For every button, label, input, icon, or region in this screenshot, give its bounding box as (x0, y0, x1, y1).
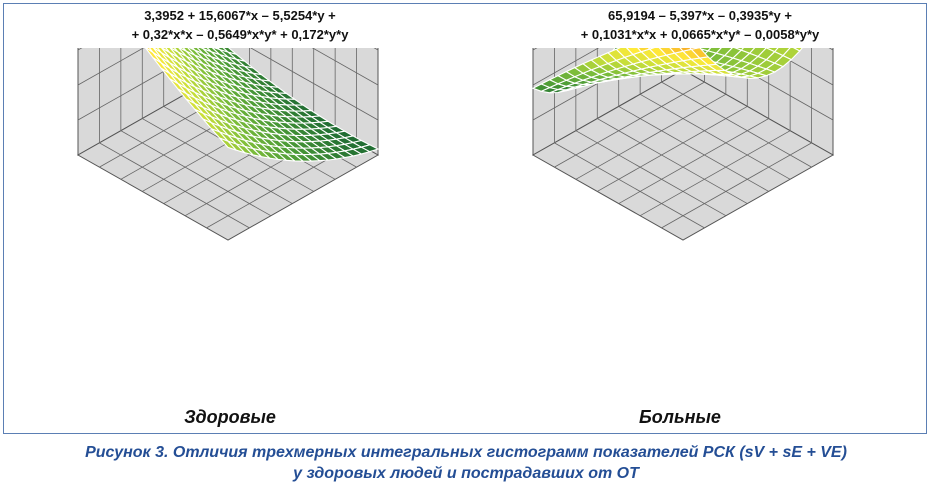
gridline-floor (639, 130, 791, 217)
formula-sick-line1: 65,9194 – 5,397*x – 0,3935*y + (608, 8, 792, 23)
surface-cell (690, 48, 710, 59)
surface-chart-sick (531, 48, 835, 241)
gridline-floor (575, 93, 727, 180)
gridline-floor (120, 130, 272, 217)
formula-healthy-line2: + 0,32*x*x – 0,5649*x*y* + 0,172*y*y (131, 27, 349, 42)
gridline-floor (554, 142, 705, 229)
gridline-floor (142, 118, 293, 204)
surface-cell (219, 137, 237, 151)
formula-healthy: 3,3952 + 15,6067*x – 5,5254*y + + 0,32*x… (60, 6, 420, 44)
floor (531, 69, 835, 241)
figure-caption-line1: Рисунок 3. Отличия трехмерных интегральн… (85, 444, 847, 461)
surface-cell (637, 48, 651, 53)
gridline-horizontal (77, 48, 379, 86)
gridline-horizontal (77, 48, 379, 121)
gridline-floor (597, 106, 748, 192)
surface-cell (648, 48, 668, 58)
gridline-floor (99, 142, 250, 229)
surface-cell (679, 48, 693, 52)
formula-sick-line2: + 0,1031*x*x + 0,0665*x*y* – 0,0058*y*y (580, 27, 820, 42)
gridline-floor (639, 93, 791, 180)
surface-mesh (144, 48, 380, 162)
gridline-floor (661, 81, 812, 168)
formula-healthy-line1: 3,3952 + 15,6067*x – 5,5254*y + (144, 8, 336, 23)
surface-cell (626, 48, 643, 56)
gridline-floor (575, 130, 727, 217)
panel-label-healthy: Здоровые (184, 407, 276, 427)
gridline-horizontal (532, 48, 834, 121)
surface-cell (658, 48, 676, 56)
gridline-floor (661, 142, 812, 229)
formula-sick: 65,9194 – 5,397*x – 0,3935*y + + 0,1031*… (510, 6, 890, 44)
panel-label-sick: Больные (639, 407, 721, 427)
surface-mesh (531, 48, 803, 94)
gridline-floor (618, 118, 769, 204)
surface-cell (648, 48, 655, 50)
gridline-floor (554, 81, 705, 168)
figure-caption-line2: у здоровых людей и пострадавших от ОТ (293, 465, 639, 482)
surface-cell (152, 48, 162, 54)
gridline-floor (597, 118, 748, 204)
surface-cell (689, 48, 701, 50)
surface-chart-healthy (76, 48, 380, 241)
gridline-floor (618, 106, 769, 192)
surface-cell (669, 48, 685, 54)
